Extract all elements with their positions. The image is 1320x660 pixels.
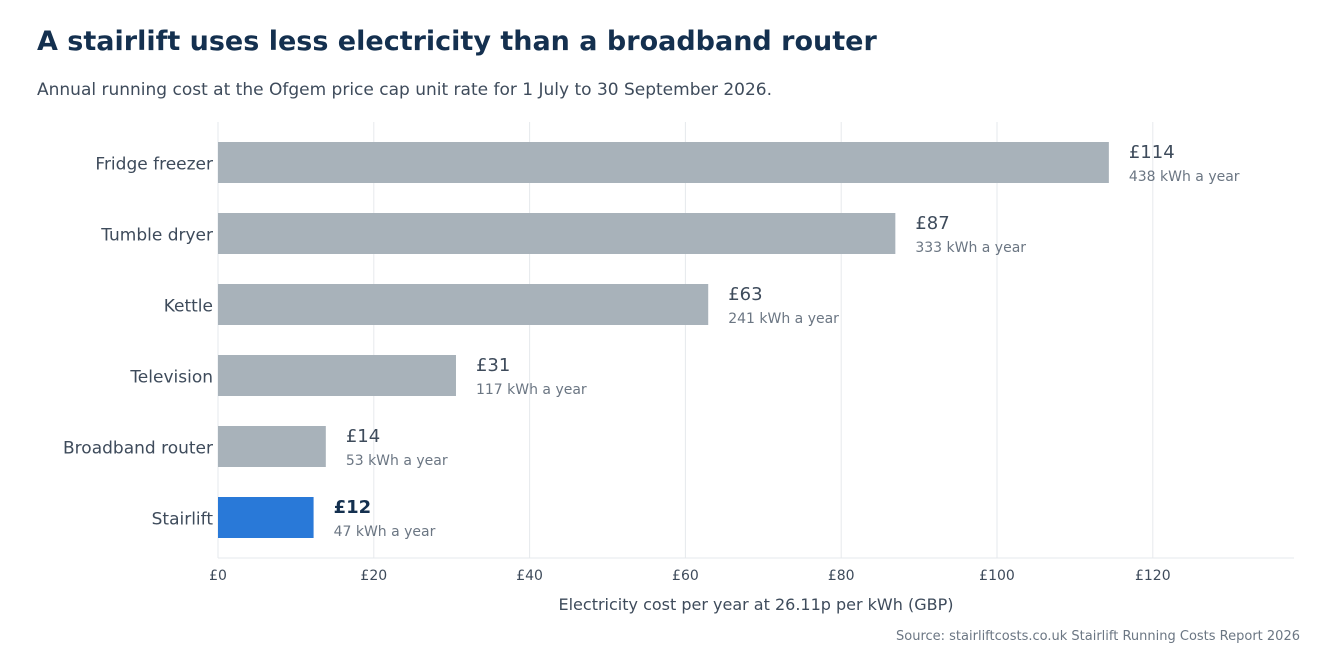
- value-label: £31: [476, 355, 510, 376]
- bar: [218, 497, 314, 538]
- bar: [218, 284, 709, 325]
- bar: [218, 213, 896, 254]
- x-tick-label: £60: [672, 568, 699, 584]
- energy-label: 53 kWh a year: [346, 453, 448, 469]
- chart-subtitle: Annual running cost at the Ofgem price c…: [37, 80, 773, 100]
- x-axis-title: Electricity cost per year at 26.11p per …: [559, 595, 954, 614]
- category-label: Tumble dryer: [100, 226, 213, 246]
- category-label: Television: [129, 368, 213, 388]
- category-label: Broadband router: [63, 439, 213, 459]
- bar: [218, 355, 456, 396]
- energy-label: 47 kWh a year: [334, 524, 436, 540]
- value-label: £14: [346, 426, 380, 447]
- category-label: Stairlift: [152, 510, 214, 530]
- x-tick-label: £120: [1135, 568, 1171, 584]
- x-tick-label: £80: [828, 568, 855, 584]
- category-label: Kettle: [164, 297, 213, 317]
- energy-label: 241 kWh a year: [728, 311, 839, 327]
- energy-label: 117 kWh a year: [476, 382, 587, 398]
- category-label: Fridge freezer: [95, 155, 213, 175]
- source-note: Source: stairliftcosts.co.uk Stairlift R…: [896, 629, 1300, 644]
- value-label: £114: [1129, 142, 1175, 163]
- energy-label: 333 kWh a year: [915, 240, 1026, 256]
- x-tick-label: £40: [516, 568, 543, 584]
- value-label: £12: [334, 497, 372, 518]
- value-label: £63: [728, 284, 762, 305]
- x-tick-label: £100: [979, 568, 1015, 584]
- x-tick-label: £20: [360, 568, 387, 584]
- chart-title: A stairlift uses less electricity than a…: [37, 26, 877, 57]
- energy-label: 438 kWh a year: [1129, 169, 1240, 185]
- bar: [218, 426, 326, 467]
- bar: [218, 142, 1109, 183]
- value-label: £87: [915, 213, 949, 234]
- x-tick-label: £0: [209, 568, 227, 584]
